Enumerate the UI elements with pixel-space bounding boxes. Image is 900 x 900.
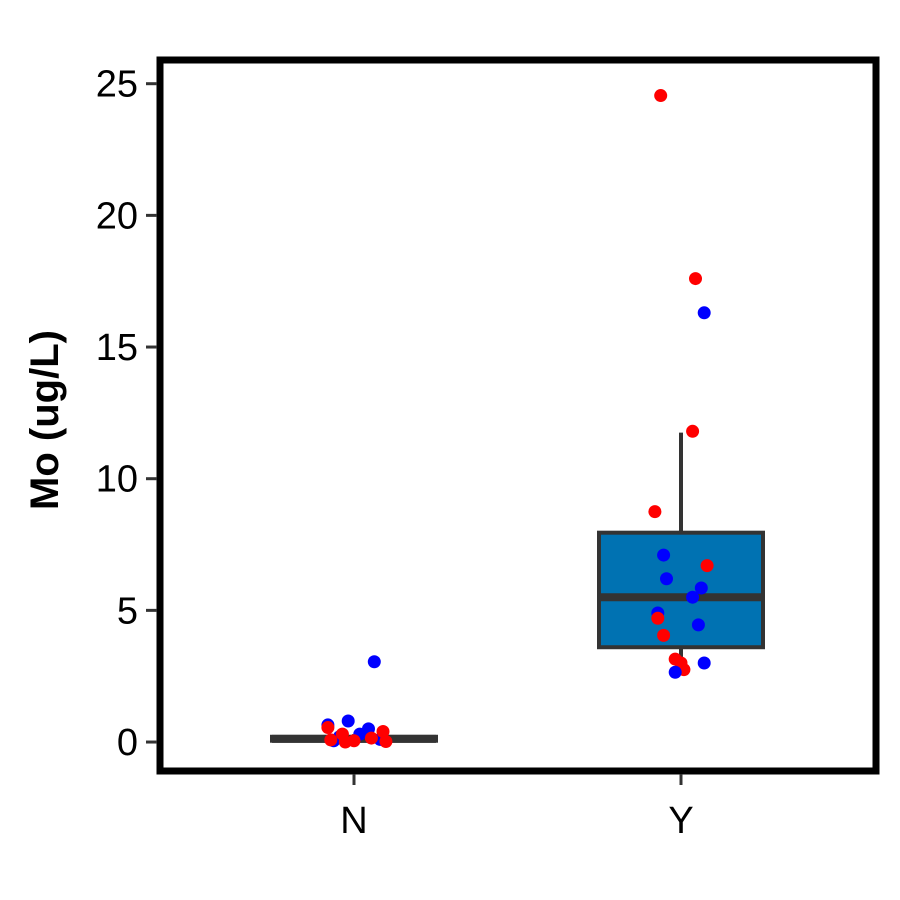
data-point	[379, 735, 393, 749]
data-point	[376, 725, 390, 738]
data-point	[691, 618, 705, 632]
data-point	[654, 89, 668, 103]
y-tick-label: 10	[96, 459, 138, 501]
y-tick-label: 15	[96, 327, 138, 369]
y-tick-label: 20	[96, 195, 138, 237]
data-point	[668, 665, 682, 679]
data-point	[657, 628, 671, 642]
y-tick-label: 5	[117, 590, 138, 632]
axes: 0 5 10 15 20 25 N Y	[96, 56, 880, 842]
data-point	[657, 548, 671, 562]
data-point	[660, 572, 673, 586]
x-tick-label: Y	[668, 800, 693, 842]
data-point	[697, 656, 711, 670]
y-tick-label: 0	[117, 722, 138, 764]
data-point	[364, 731, 378, 745]
plot-frame	[156, 56, 880, 775]
data-point	[367, 655, 381, 669]
data-point	[686, 590, 700, 604]
plot-area	[270, 89, 765, 749]
box-Y	[597, 432, 765, 671]
data-point	[338, 735, 352, 749]
data-point	[686, 424, 700, 438]
data-point	[341, 714, 355, 728]
data-point	[700, 559, 714, 573]
box-iqr	[597, 530, 765, 650]
data-point	[321, 721, 335, 735]
y-axis-label: Mo (ug/L)	[23, 330, 67, 510]
y-tick-label: 25	[96, 64, 138, 106]
x-tick-label: N	[340, 800, 367, 842]
data-point	[651, 611, 665, 625]
data-point	[697, 306, 711, 320]
data-point	[648, 505, 662, 519]
data-point	[689, 272, 702, 286]
data-point	[694, 581, 708, 595]
data-point	[324, 733, 338, 747]
